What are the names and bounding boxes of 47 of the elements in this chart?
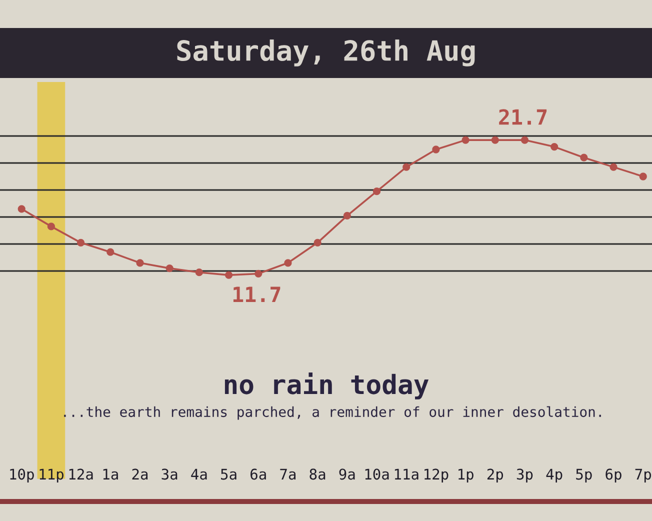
point	[136, 259, 144, 267]
point	[580, 154, 588, 162]
x-tick-label: 5a	[221, 468, 236, 480]
x-tick-label: 10a	[365, 468, 389, 480]
x-tick-label: 3p	[516, 468, 533, 483]
point	[254, 270, 262, 278]
x-tick-label: 10p	[10, 468, 34, 483]
point	[550, 142, 558, 151]
x-tick-label: 1a	[103, 468, 118, 480]
point	[284, 259, 292, 267]
x-tick-label: 11a	[394, 468, 418, 480]
x-tick-label: 3a	[162, 468, 178, 480]
x-tick-label: 6p	[606, 468, 622, 483]
point	[432, 146, 440, 154]
point	[47, 222, 56, 230]
x-tick-label: 12p	[424, 468, 448, 483]
x-tick-label: 8a	[310, 468, 326, 480]
point	[76, 238, 85, 246]
x-tick-label: 4a	[191, 468, 207, 480]
point	[372, 188, 381, 196]
point	[106, 248, 114, 256]
x-tick-label: 9a	[339, 468, 355, 480]
x-tick-label: 7a	[280, 468, 296, 480]
point	[343, 212, 351, 220]
data-label: 11.7	[233, 286, 280, 302]
point	[491, 136, 499, 144]
point	[610, 163, 618, 171]
point	[314, 238, 322, 246]
x-tick-label: 7p	[635, 468, 652, 483]
point	[402, 163, 410, 171]
point	[166, 264, 174, 272]
x-tick-label: 2p	[487, 468, 504, 483]
point	[224, 271, 233, 279]
point	[462, 136, 470, 144]
data-label: 21.7	[499, 109, 547, 125]
chart-title: Saturday, 26th Aug	[177, 40, 475, 66]
x-tick-label: 12a	[69, 468, 93, 480]
point	[520, 136, 529, 144]
x-tick-label: 2a	[132, 468, 148, 480]
x-tick-label: 4p	[546, 468, 562, 483]
x-tick-label: 5p	[576, 468, 592, 483]
x-tick-label: 6a	[250, 468, 266, 480]
point	[18, 205, 26, 213]
text: no rain today	[224, 372, 429, 400]
point	[195, 268, 203, 276]
point	[639, 172, 647, 180]
x-tick-label: 1p	[458, 468, 474, 483]
